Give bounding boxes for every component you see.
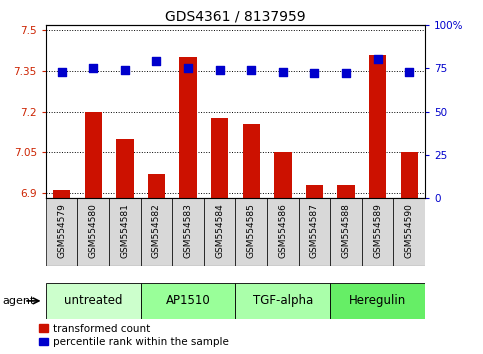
Text: AP1510: AP1510 <box>166 295 211 307</box>
Text: GSM554579: GSM554579 <box>57 203 66 258</box>
Point <box>89 65 97 71</box>
Title: GDS4361 / 8137959: GDS4361 / 8137959 <box>165 10 306 24</box>
Bar <box>172 198 204 266</box>
Text: GSM554581: GSM554581 <box>120 203 129 258</box>
Text: GSM554586: GSM554586 <box>278 203 287 258</box>
Point <box>58 69 66 74</box>
Bar <box>109 198 141 266</box>
Bar <box>394 198 425 266</box>
Text: Heregulin: Heregulin <box>349 295 406 307</box>
Bar <box>141 283 236 319</box>
Bar <box>400 152 418 198</box>
Bar <box>211 118 228 198</box>
Point <box>311 70 318 76</box>
Text: GSM554584: GSM554584 <box>215 203 224 258</box>
Bar <box>148 174 165 198</box>
Text: GSM554587: GSM554587 <box>310 203 319 258</box>
Bar <box>369 55 386 198</box>
Bar <box>53 190 71 198</box>
Bar <box>179 57 197 198</box>
Bar <box>298 198 330 266</box>
Bar <box>330 283 425 319</box>
Bar <box>306 185 323 198</box>
Bar <box>141 198 172 266</box>
Bar <box>242 124 260 198</box>
Bar <box>362 198 394 266</box>
Bar <box>85 112 102 198</box>
Bar <box>274 152 292 198</box>
Bar <box>46 198 77 266</box>
Bar <box>330 198 362 266</box>
Text: GSM554582: GSM554582 <box>152 203 161 258</box>
Point <box>405 69 413 74</box>
Bar <box>46 283 141 319</box>
Point <box>279 69 287 74</box>
Bar <box>236 283 330 319</box>
Bar <box>116 139 134 198</box>
Text: untreated: untreated <box>64 295 123 307</box>
Bar <box>77 198 109 266</box>
Text: GSM554590: GSM554590 <box>405 203 414 258</box>
Text: GSM554588: GSM554588 <box>341 203 351 258</box>
Point <box>342 70 350 76</box>
Text: agent: agent <box>2 296 35 306</box>
Legend: transformed count, percentile rank within the sample: transformed count, percentile rank withi… <box>39 324 228 347</box>
Text: GSM554589: GSM554589 <box>373 203 382 258</box>
Text: GSM554583: GSM554583 <box>184 203 193 258</box>
Text: GSM554585: GSM554585 <box>247 203 256 258</box>
Bar <box>337 185 355 198</box>
Point <box>247 67 255 73</box>
Point <box>374 57 382 62</box>
Text: GSM554580: GSM554580 <box>89 203 98 258</box>
Point <box>184 65 192 71</box>
Bar <box>236 198 267 266</box>
Point <box>216 67 224 73</box>
Bar <box>204 198 236 266</box>
Bar <box>267 198 298 266</box>
Point <box>121 67 129 73</box>
Text: TGF-alpha: TGF-alpha <box>253 295 313 307</box>
Point <box>153 58 160 64</box>
